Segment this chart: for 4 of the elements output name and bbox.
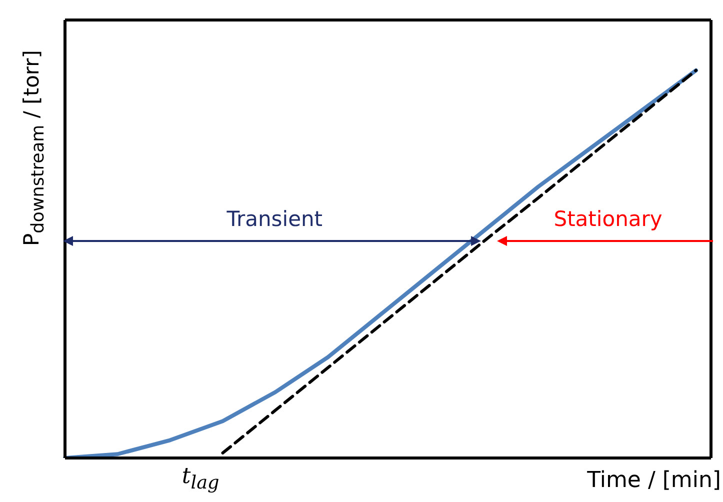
annotation: Transient <box>226 206 323 231</box>
annotation: Stationary <box>554 206 662 231</box>
x-axis-title: Time / [min] <box>587 468 721 493</box>
text: t$_{lag}$ <box>182 464 220 494</box>
